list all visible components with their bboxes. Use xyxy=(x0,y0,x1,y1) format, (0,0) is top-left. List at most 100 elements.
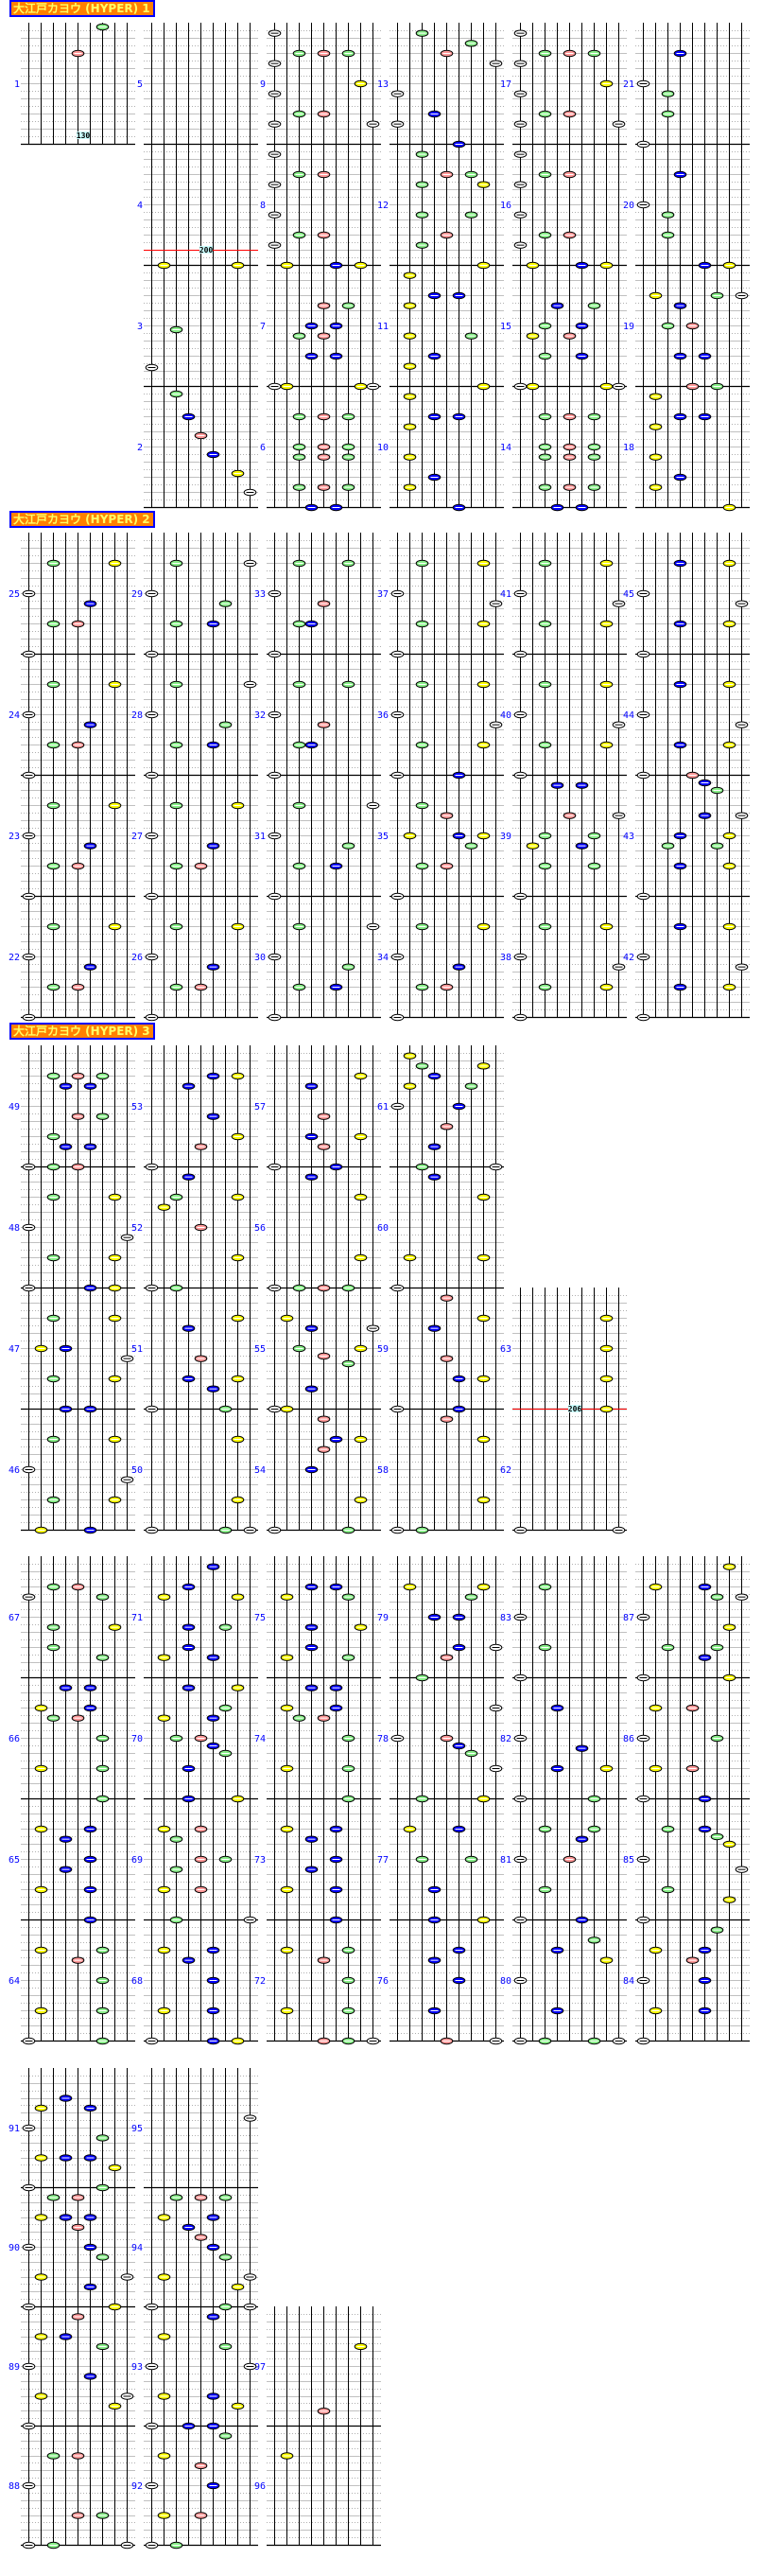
measure-93: 93 xyxy=(131,2306,258,2427)
note-green xyxy=(415,741,429,749)
bpm-label-bg xyxy=(199,246,213,254)
note-white xyxy=(636,1795,650,1803)
note-blue xyxy=(206,620,220,628)
note-blue xyxy=(83,1526,97,1534)
note-yellow xyxy=(231,1132,245,1141)
measure-number: 43 xyxy=(623,832,634,842)
note-white xyxy=(513,382,528,391)
note-green xyxy=(464,1082,478,1090)
note-yellow xyxy=(476,1314,491,1323)
note-yellow xyxy=(476,261,491,270)
note-white xyxy=(513,650,528,658)
note-green xyxy=(95,1113,110,1120)
measure-number: 74 xyxy=(254,1734,266,1744)
note-yellow xyxy=(231,2402,245,2410)
note-white xyxy=(636,771,650,780)
note-blue xyxy=(329,1163,343,1171)
measure-number: 10 xyxy=(377,443,389,453)
note-white xyxy=(22,771,36,780)
note-yellow xyxy=(649,1704,663,1712)
note-green xyxy=(710,1593,724,1601)
note-blue xyxy=(698,1583,712,1591)
note-white xyxy=(489,600,503,607)
note-yellow xyxy=(526,382,540,391)
measure-number: 72 xyxy=(254,1976,266,1987)
note-white xyxy=(390,1284,405,1292)
note-yellow xyxy=(476,680,491,689)
measure-59: 59 xyxy=(377,1288,504,1411)
note-blue xyxy=(83,721,97,728)
note-green xyxy=(415,1163,429,1171)
note-white xyxy=(390,953,405,961)
measure-number: 81 xyxy=(500,1855,511,1866)
note-yellow xyxy=(403,362,417,370)
measure-11: 11 xyxy=(377,265,504,388)
note-yellow xyxy=(280,2452,294,2460)
measure-17: 17 xyxy=(500,23,627,146)
note-red xyxy=(317,2037,331,2045)
note-green xyxy=(464,1749,478,1758)
note-yellow xyxy=(403,453,417,461)
note-white xyxy=(612,812,626,819)
note-green xyxy=(587,862,601,870)
note-green xyxy=(95,2512,110,2519)
note-white xyxy=(22,892,36,901)
note-yellow xyxy=(403,1825,417,1833)
note-yellow xyxy=(280,1885,294,1894)
note-green xyxy=(95,2006,110,2015)
note-yellow xyxy=(280,1764,294,1773)
note-green xyxy=(464,332,478,340)
note-green xyxy=(95,1072,110,1080)
note-white xyxy=(268,1284,282,1292)
measure-15: 15 xyxy=(500,265,627,388)
note-white xyxy=(22,1593,36,1601)
note-blue xyxy=(206,1385,220,1393)
note-blue xyxy=(206,963,220,971)
note-blue xyxy=(452,1613,466,1621)
note-blue xyxy=(575,781,589,789)
note-green xyxy=(341,49,355,58)
note-blue xyxy=(698,1825,712,1833)
note-yellow xyxy=(722,261,736,270)
measure-number: 25 xyxy=(9,589,20,600)
note-yellow xyxy=(476,1253,491,1262)
note-yellow xyxy=(649,1583,663,1591)
note-white xyxy=(636,79,650,88)
measure-number: 42 xyxy=(623,953,634,963)
measure-33: 33 xyxy=(254,533,381,656)
note-yellow xyxy=(34,2214,48,2221)
note-green xyxy=(464,1593,478,1601)
measure-number: 90 xyxy=(9,2243,20,2253)
bpm-label-bg xyxy=(568,1405,581,1412)
note-green xyxy=(169,1734,183,1743)
measure-80: 80 xyxy=(500,1919,627,2042)
note-blue xyxy=(206,1946,220,1954)
note-yellow xyxy=(649,393,663,400)
note-green xyxy=(538,922,552,931)
bpm-label: 200 xyxy=(199,246,214,254)
note-yellow xyxy=(476,1193,491,1201)
measure-number: 21 xyxy=(623,79,634,90)
note-green xyxy=(538,1825,552,1833)
note-red xyxy=(440,1123,454,1130)
note-green xyxy=(46,1132,61,1141)
measure-number: 75 xyxy=(254,1613,266,1623)
measure-number: 33 xyxy=(254,589,266,600)
note-yellow xyxy=(403,393,417,400)
note-white xyxy=(612,600,626,607)
note-white xyxy=(268,1405,282,1413)
note-green xyxy=(95,2342,110,2351)
note-yellow xyxy=(34,1885,48,1894)
note-red xyxy=(317,110,331,118)
note-green xyxy=(169,325,183,334)
measure-42: 42 xyxy=(623,896,750,1019)
note-blue xyxy=(452,1375,466,1383)
note-green xyxy=(46,741,61,749)
note-red xyxy=(563,443,577,451)
note-red xyxy=(71,2194,85,2201)
note-green xyxy=(95,1654,110,1661)
note-blue xyxy=(329,352,343,360)
note-blue xyxy=(206,1072,220,1080)
note-blue xyxy=(329,1583,343,1591)
note-blue xyxy=(329,1855,343,1864)
